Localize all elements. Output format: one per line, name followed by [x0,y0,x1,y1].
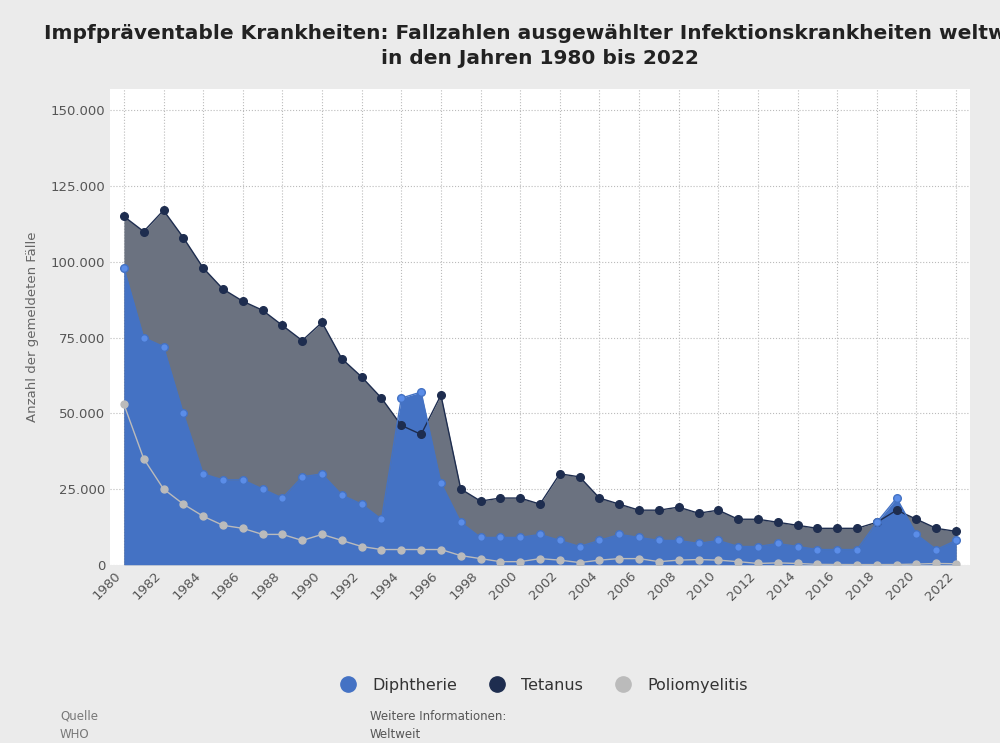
Text: Quelle
WHO
© Statista 2024: Quelle WHO © Statista 2024 [60,710,155,743]
Text: Weitere Informationen:
Weltweit: Weitere Informationen: Weltweit [370,710,506,741]
Y-axis label: Anzahl der gemeldeten Fälle: Anzahl der gemeldeten Fälle [26,232,39,422]
Title: Impfpräventable Krankheiten: Fallzahlen ausgewählter Infektionskrankheiten weltw: Impfpräventable Krankheiten: Fallzahlen … [44,25,1000,68]
Legend: Diphtherie, Tetanus, Poliomyelitis: Diphtherie, Tetanus, Poliomyelitis [326,672,754,699]
